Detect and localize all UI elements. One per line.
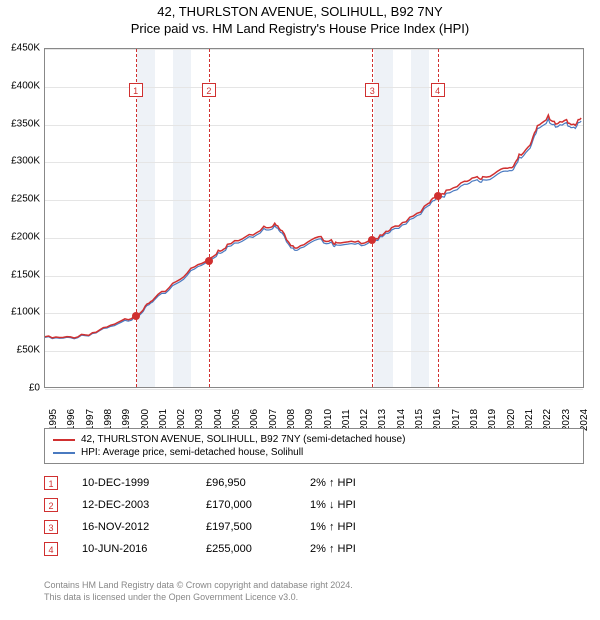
title-address: 42, THURLSTON AVENUE, SOLIHULL, B92 7NY	[0, 4, 600, 19]
y-axis-label: £150K	[0, 269, 40, 280]
sale-marker-dot	[434, 192, 442, 200]
legend-item: 42, THURLSTON AVENUE, SOLIHULL, B92 7NY …	[53, 433, 575, 446]
sale-marker-line	[438, 49, 439, 387]
sale-row-date: 16-NOV-2012	[82, 521, 182, 533]
title-subtitle: Price paid vs. HM Land Registry's House …	[0, 21, 600, 36]
legend-box: 42, THURLSTON AVENUE, SOLIHULL, B92 7NY …	[44, 428, 584, 464]
legend-swatch	[53, 439, 75, 441]
sale-marker-box: 4	[431, 83, 445, 97]
sale-marker-box: 3	[365, 83, 379, 97]
footer-line1: Contains HM Land Registry data © Crown c…	[44, 580, 353, 592]
legend-swatch	[53, 452, 75, 454]
sale-row-price: £255,000	[206, 543, 286, 555]
legend-item: HPI: Average price, semi-detached house,…	[53, 446, 575, 459]
sale-marker-dot	[205, 257, 213, 265]
y-axis-label: £200K	[0, 231, 40, 242]
sale-row: 4 10-JUN-2016 £255,000 2% ↑ HPI	[44, 538, 584, 560]
sale-row-price: £170,000	[206, 499, 286, 511]
gridline-horizontal	[45, 389, 583, 390]
sale-marker-line	[209, 49, 210, 387]
chart-container: 42, THURLSTON AVENUE, SOLIHULL, B92 7NY …	[0, 0, 600, 620]
sale-marker-line	[372, 49, 373, 387]
series-line-hpi	[45, 119, 581, 339]
chart-lines-svg	[45, 49, 583, 387]
sale-marker-box: 2	[202, 83, 216, 97]
sale-row-marker: 3	[44, 520, 58, 534]
title-block: 42, THURLSTON AVENUE, SOLIHULL, B92 7NY …	[0, 0, 600, 36]
sale-row-price: £96,950	[206, 477, 286, 489]
sale-row-date: 12-DEC-2003	[82, 499, 182, 511]
sale-row-price: £197,500	[206, 521, 286, 533]
sale-row: 2 12-DEC-2003 £170,000 1% ↓ HPI	[44, 494, 584, 516]
sale-marker-box: 1	[129, 83, 143, 97]
footer-attribution: Contains HM Land Registry data © Crown c…	[44, 580, 353, 603]
sale-row-date: 10-DEC-1999	[82, 477, 182, 489]
sale-row-diff: 2% ↑ HPI	[310, 477, 410, 489]
chart-plot-area: 1 2 3 4	[44, 48, 584, 388]
sale-marker-dot	[368, 236, 376, 244]
legend-label: HPI: Average price, semi-detached house,…	[81, 447, 303, 458]
sale-marker-line	[136, 49, 137, 387]
sale-row-marker: 4	[44, 542, 58, 556]
sale-marker-dot	[132, 312, 140, 320]
y-axis-label: £50K	[0, 345, 40, 356]
legend-label: 42, THURLSTON AVENUE, SOLIHULL, B92 7NY …	[81, 434, 405, 445]
sales-table: 1 10-DEC-1999 £96,950 2% ↑ HPI 2 12-DEC-2003 £…	[44, 472, 584, 560]
sale-row-marker: 2	[44, 498, 58, 512]
sale-row-date: 10-JUN-2016	[82, 543, 182, 555]
y-axis-label: £300K	[0, 156, 40, 167]
series-line-subject_property	[45, 115, 581, 338]
y-axis-label: £0	[0, 383, 40, 394]
y-axis-label: £100K	[0, 307, 40, 318]
y-axis-label: £250K	[0, 194, 40, 205]
y-axis-label: £350K	[0, 118, 40, 129]
y-axis-label: £400K	[0, 80, 40, 91]
sale-row-diff: 1% ↓ HPI	[310, 499, 410, 511]
sale-row-marker: 1	[44, 476, 58, 490]
sale-row-diff: 1% ↑ HPI	[310, 521, 410, 533]
sale-row: 1 10-DEC-1999 £96,950 2% ↑ HPI	[44, 472, 584, 494]
sale-row-diff: 2% ↑ HPI	[310, 543, 410, 555]
footer-line2: This data is licensed under the Open Gov…	[44, 592, 353, 604]
sale-row: 3 16-NOV-2012 £197,500 1% ↑ HPI	[44, 516, 584, 538]
y-axis-label: £450K	[0, 43, 40, 54]
